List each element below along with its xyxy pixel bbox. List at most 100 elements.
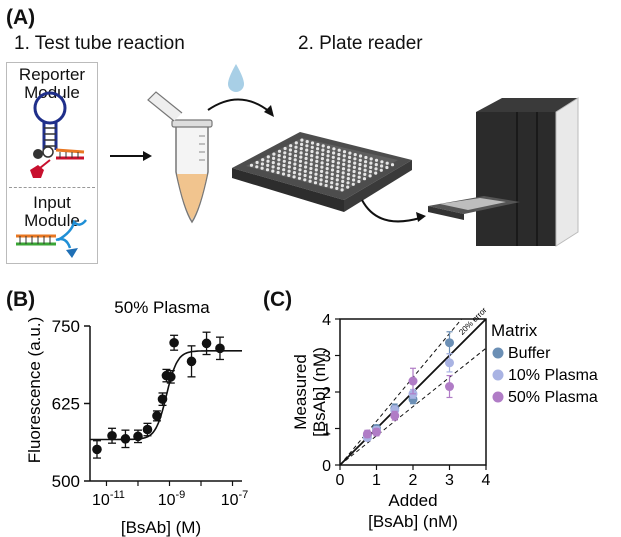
well — [335, 182, 339, 186]
well — [320, 157, 324, 161]
reporter-label-line1: Reporter — [18, 65, 86, 84]
well — [362, 177, 367, 181]
well — [326, 154, 330, 158]
chart-b: 50% Plasma Fluorescence (a.u.) [BsAb] (M… — [25, 298, 249, 537]
well — [357, 179, 361, 184]
well — [309, 162, 313, 166]
well — [325, 175, 329, 179]
well — [299, 155, 303, 159]
chart-c-ytick-label: 3 — [322, 349, 331, 366]
well — [304, 165, 308, 169]
chart-b-xtick-label: 10-11 — [92, 489, 125, 509]
chart-b-point — [165, 372, 176, 382]
well — [346, 172, 351, 176]
chart-b-point — [107, 430, 117, 441]
well — [341, 171, 345, 175]
well — [358, 167, 362, 171]
module-divider — [9, 187, 95, 188]
well — [282, 159, 286, 163]
well — [336, 165, 340, 169]
chart-c-legend-label: 10% Plasma — [508, 367, 598, 384]
well — [287, 173, 291, 177]
well — [282, 155, 287, 159]
chart-c-point — [390, 411, 400, 421]
well — [347, 168, 351, 172]
well — [314, 164, 319, 168]
well — [379, 168, 383, 172]
chart-c-legend-marker — [492, 369, 504, 381]
well — [341, 179, 345, 183]
chart-c-legend-label: 50% Plasma — [508, 389, 598, 406]
well — [304, 161, 308, 165]
chart-c-ytick-label: 2 — [322, 385, 331, 402]
well — [346, 185, 350, 189]
chart-b-ylabel: Fluorescence (a.u.) — [25, 317, 44, 463]
chart-c-legend-marker — [492, 347, 504, 359]
well — [368, 174, 372, 178]
well — [330, 172, 334, 176]
well — [326, 145, 331, 149]
well — [320, 169, 324, 173]
chart-c-legend-marker — [492, 391, 504, 403]
well — [272, 152, 276, 156]
well — [298, 168, 302, 172]
well — [321, 148, 325, 152]
reporter-hairpin-icon — [30, 91, 85, 178]
well — [358, 154, 363, 158]
well — [357, 171, 362, 175]
well — [260, 166, 264, 170]
chart-b-ytick-label: 750 — [52, 317, 80, 336]
well — [342, 162, 346, 166]
well — [310, 141, 315, 145]
chart-b-xlabel: [BsAb] (M) — [121, 518, 201, 537]
well — [336, 169, 340, 174]
well — [287, 165, 291, 169]
well — [277, 162, 281, 166]
well — [374, 167, 378, 171]
well — [277, 154, 281, 158]
well — [315, 151, 319, 155]
well — [364, 155, 368, 160]
chart-c-legend-label: Buffer — [508, 345, 551, 362]
well — [305, 148, 309, 152]
well — [309, 171, 313, 175]
well — [303, 169, 307, 173]
well — [310, 154, 314, 158]
chart-c-xtick-label: 2 — [409, 472, 418, 489]
well — [340, 188, 344, 192]
well — [324, 179, 328, 183]
well — [288, 161, 292, 165]
well — [316, 142, 320, 147]
well — [353, 157, 357, 161]
well — [281, 172, 286, 176]
well — [342, 150, 347, 154]
input-label-line2: Module — [24, 211, 80, 230]
input-duplex-icon — [16, 219, 87, 258]
well — [293, 158, 297, 162]
well — [305, 144, 309, 148]
well — [308, 175, 312, 179]
well — [277, 149, 282, 153]
well — [385, 165, 389, 170]
well — [331, 155, 335, 159]
chart-b-xtick-label: 10-7 — [221, 489, 249, 509]
chart-c-ylabel-line1: Measured — [291, 354, 310, 430]
well — [283, 151, 287, 155]
well — [337, 148, 341, 152]
chart-b-fit-curve — [90, 350, 242, 441]
well — [303, 173, 307, 178]
droplet-icon — [228, 64, 244, 92]
chart-b-point — [152, 411, 162, 421]
chart-b-ytick-label: 625 — [52, 395, 80, 414]
chart-b-point — [92, 444, 102, 455]
well — [303, 178, 307, 182]
well — [294, 149, 298, 153]
well — [266, 163, 270, 167]
well — [294, 145, 298, 149]
well — [310, 149, 314, 154]
well — [337, 157, 341, 161]
well — [293, 166, 297, 170]
well — [342, 158, 346, 162]
well — [292, 175, 296, 179]
well — [315, 159, 319, 163]
